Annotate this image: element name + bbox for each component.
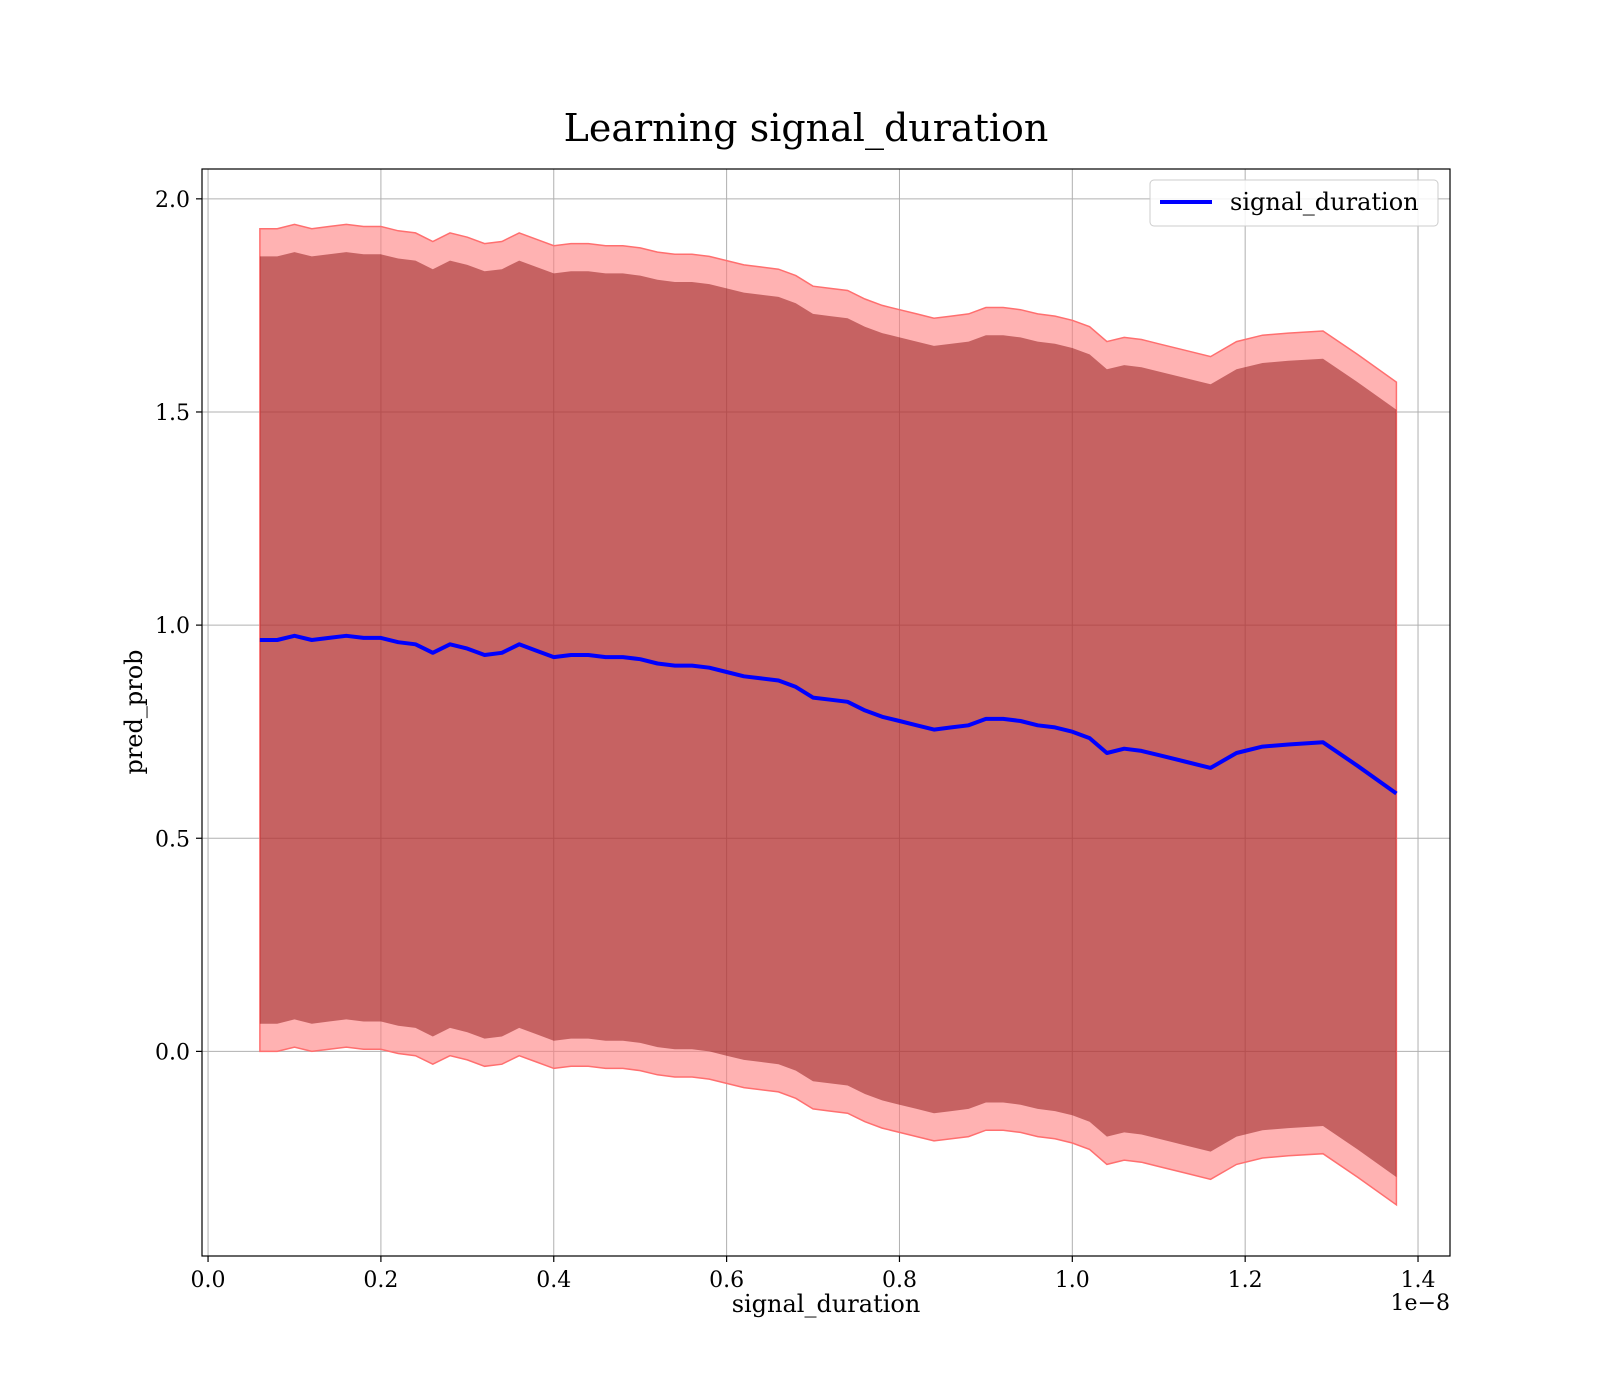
- y-tick-label: 0.0: [155, 1040, 190, 1065]
- x-tick-label: 0.6: [709, 1268, 744, 1293]
- plot-frame: [201, 168, 1451, 1257]
- y-axis-ticks: 0.0 0.5 1.0 1.5 2.0: [155, 188, 202, 1065]
- y-tick-label: 1.5: [155, 401, 190, 426]
- legend: signal_duration: [1149, 179, 1439, 227]
- y-axis-label: pred_prob: [120, 649, 148, 774]
- y-tick-label: 0.5: [155, 827, 190, 852]
- x-tick-label: 0.0: [191, 1268, 226, 1293]
- confidence-bands: [259, 223, 1398, 1207]
- x-axis-ticks: 0.0 0.2 0.4 0.6 0.8 1.0 1.2 1.4: [191, 1256, 1436, 1293]
- x-tick-label: 0.2: [363, 1268, 398, 1293]
- chart-title: Learning signal_duration: [564, 106, 1049, 151]
- inner-confidence-band: [259, 252, 1397, 1178]
- series-lines: [259, 633, 1398, 796]
- x-axis-offset-text: 1e−8: [1391, 1291, 1450, 1316]
- x-tick-label: 1.4: [1401, 1268, 1436, 1293]
- outer-confidence-band: [259, 223, 1398, 1207]
- y-tick-label: 2.0: [155, 188, 190, 213]
- x-tick-label: 0.8: [882, 1268, 917, 1293]
- series-line-signal-duration: [259, 633, 1398, 796]
- legend-label-signal-duration: signal_duration: [1230, 188, 1419, 216]
- legend-box: [1149, 179, 1439, 227]
- x-axis-label: signal_duration: [732, 1290, 921, 1318]
- x-tick-label: 0.4: [536, 1268, 571, 1293]
- x-tick-label: 1.0: [1055, 1268, 1090, 1293]
- y-tick-label: 1.0: [155, 614, 190, 639]
- x-tick-label: 1.2: [1228, 1268, 1263, 1293]
